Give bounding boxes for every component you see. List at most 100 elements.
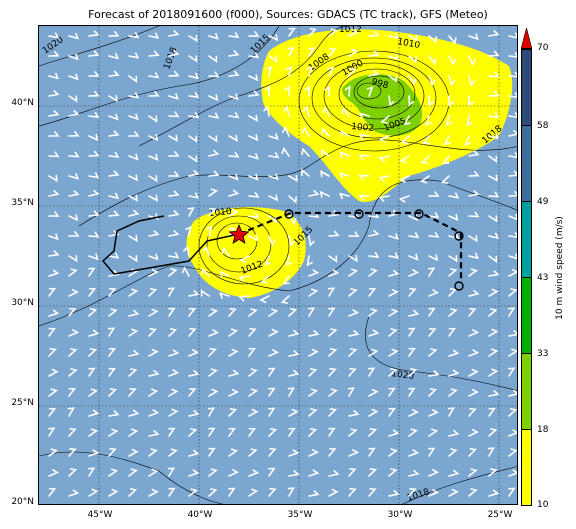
wind-barb — [48, 407, 57, 417]
wind-barb — [348, 368, 357, 377]
wind-barb — [288, 215, 297, 226]
wind-barb — [488, 155, 498, 163]
colorbar-label: 43 — [537, 273, 549, 283]
wind-barb — [507, 307, 516, 317]
wind-barb — [468, 329, 480, 337]
wind-barb — [228, 70, 240, 77]
wind-barb — [185, 225, 192, 237]
wind-barb — [88, 30, 100, 37]
wind-barb — [301, 168, 310, 177]
wind-barb — [344, 85, 351, 97]
wind-barb — [428, 447, 436, 457]
wind-barb — [468, 289, 480, 297]
colorbar-label: 58 — [537, 121, 549, 131]
wind-barb — [319, 190, 330, 198]
wind-barb — [188, 169, 200, 177]
wind-barb — [488, 368, 499, 377]
wind-barb — [148, 115, 158, 123]
wind-barb — [228, 487, 236, 497]
wind-barb — [168, 487, 176, 497]
wind-barb — [88, 367, 96, 377]
isobar-label: 1010 — [208, 207, 232, 219]
wind-barb — [488, 90, 500, 97]
wind-barb — [148, 134, 159, 142]
wind-barb — [148, 328, 157, 337]
storm-center-star-icon[interactable] — [228, 223, 250, 244]
wind-barb — [168, 171, 180, 177]
wind-barb — [487, 447, 495, 457]
wind-barb — [48, 131, 60, 137]
wind-barb — [188, 369, 200, 377]
wind-barb — [201, 267, 210, 277]
wind-barb — [419, 175, 430, 184]
wind-barb — [168, 427, 176, 437]
wind-barb — [228, 50, 240, 57]
wind-barb — [428, 267, 436, 277]
wind-barb — [88, 90, 100, 97]
wind-barb — [188, 449, 200, 457]
map-panel[interactable]: 1020 1018 1015 1012 1010 1008 1000 998 1… — [38, 25, 518, 505]
wind-barb — [448, 268, 458, 277]
wind-barb — [287, 387, 295, 397]
wind-barb — [448, 55, 457, 66]
wind-barb — [68, 130, 80, 137]
wind-barb — [167, 287, 176, 297]
wind-barb — [282, 126, 290, 137]
wind-barb — [408, 55, 417, 64]
wind-barb — [208, 55, 218, 63]
wind-barb — [168, 210, 180, 217]
wind-barb — [488, 232, 500, 240]
wind-barb — [428, 370, 440, 377]
forecast-point — [284, 209, 294, 219]
wind-barb — [68, 73, 79, 81]
wind-barb — [308, 490, 320, 497]
wind-barb — [508, 389, 517, 397]
wind-barb — [67, 407, 75, 417]
wind-barb — [268, 407, 276, 417]
wind-barb — [403, 115, 411, 126]
wind-barb — [428, 254, 439, 262]
wind-barb — [347, 387, 355, 397]
wind-barb — [188, 112, 200, 119]
wind-barb — [88, 50, 100, 57]
wind-barb — [468, 428, 479, 437]
wind-barb — [445, 115, 453, 127]
wind-barb — [248, 52, 260, 59]
wind-barb — [288, 427, 296, 437]
wind-barb — [424, 115, 432, 126]
wind-barb — [88, 409, 100, 417]
graticule — [39, 26, 517, 504]
wind-barb — [368, 308, 378, 317]
wind-barb — [378, 155, 390, 163]
wind-barb — [268, 152, 280, 159]
wind-barb — [168, 93, 179, 100]
wind-barb — [488, 132, 500, 140]
colorbar — [521, 48, 532, 506]
wind-barb — [48, 287, 57, 297]
wind-barb — [428, 489, 440, 497]
wind-barb — [128, 255, 138, 263]
wind-barb — [264, 85, 271, 97]
wind-barb — [248, 90, 260, 97]
wind-barb — [168, 448, 178, 457]
wind-barb — [358, 133, 370, 140]
wind-barb — [308, 469, 320, 477]
wind-barb — [488, 288, 499, 297]
wind-barb — [148, 194, 158, 202]
wind-barb — [183, 245, 190, 257]
wind-barb — [448, 469, 460, 477]
wind-barb — [408, 327, 416, 337]
wind-barb — [468, 75, 476, 87]
wind-barb — [508, 448, 517, 457]
wind-barb — [488, 489, 500, 497]
wind-barb — [301, 126, 310, 137]
wind-barb — [248, 74, 259, 82]
wind-barb — [88, 449, 100, 457]
wind-barb — [228, 208, 239, 217]
wind-barb — [288, 308, 298, 317]
wind-barb — [48, 250, 60, 257]
wind-barb — [308, 388, 319, 397]
wind-barb — [188, 55, 198, 63]
wind-barb — [248, 427, 257, 437]
wind-barb — [68, 53, 79, 61]
